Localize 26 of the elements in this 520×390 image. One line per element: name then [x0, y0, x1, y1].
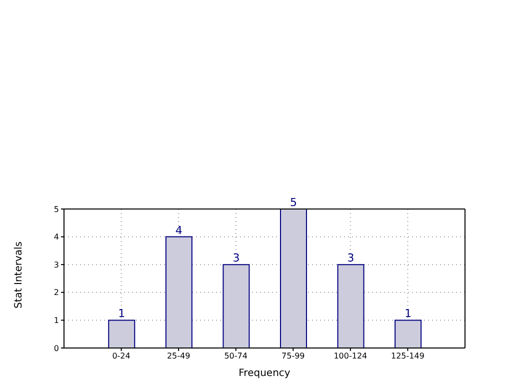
x-tick-label: 50-74: [224, 352, 248, 361]
bar: [394, 320, 422, 348]
y-axis-title: Stat Intervals: [14, 241, 25, 308]
data-label: 4: [175, 224, 182, 237]
y-tick-label: 5: [54, 204, 59, 214]
y-tick-label: 2: [54, 288, 59, 298]
x-axis-title: Frequency: [238, 368, 290, 379]
bar: [108, 320, 136, 348]
x-tick-label: 0-24: [112, 352, 130, 361]
data-label: 3: [232, 252, 240, 265]
x-tick-label: 125-149: [390, 352, 424, 361]
y-tick-label: 3: [54, 260, 59, 270]
y-tick-label: 4: [54, 232, 59, 242]
bar: [337, 264, 364, 348]
bar: [222, 264, 250, 348]
data-label: 1: [118, 307, 126, 320]
bar: [280, 209, 307, 348]
x-tick-label: 75-99: [282, 352, 305, 361]
x-tick-label: 100-124: [334, 352, 368, 361]
y-tick-label: 1: [54, 316, 59, 326]
bar: [165, 236, 192, 348]
y-tick-label: 0: [54, 344, 59, 353]
data-label: 5: [290, 196, 297, 209]
x-tick-label: 25-49: [166, 352, 190, 361]
data-label: 1: [404, 307, 412, 320]
data-label: 3: [347, 252, 354, 265]
